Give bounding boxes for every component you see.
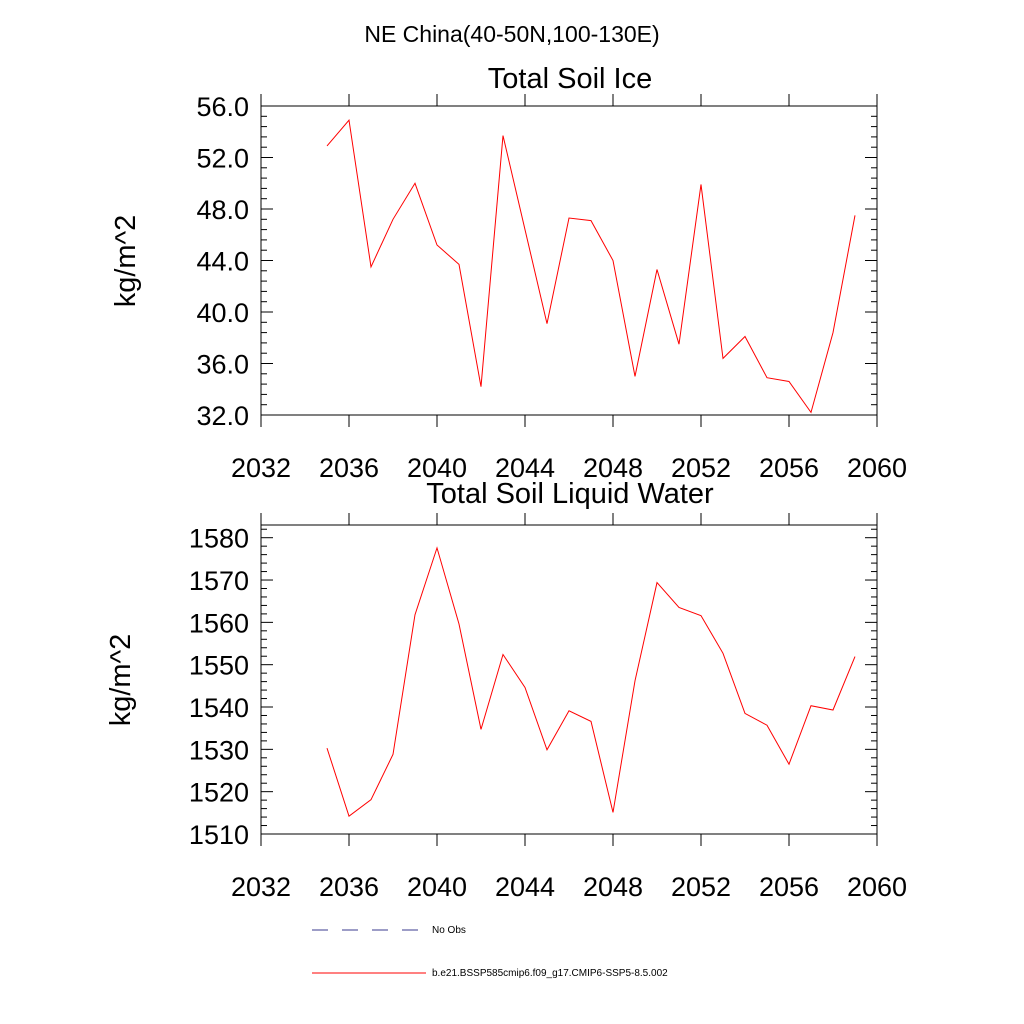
x-tick-label: 2052	[671, 872, 731, 902]
data-point	[766, 376, 768, 378]
data-point	[458, 263, 460, 265]
data-point	[436, 244, 438, 246]
data-point	[370, 799, 372, 801]
y-tick-label: 56.0	[196, 92, 249, 122]
data-point	[370, 266, 372, 268]
data-point	[414, 614, 416, 616]
data-point	[766, 724, 768, 726]
plot-frame	[260, 524, 878, 835]
x-tick-label: 2052	[671, 453, 731, 483]
x-tick-label: 2048	[583, 872, 643, 902]
legend: No Obs b.e21.BSSP585cmip6.f09_g17.CMIP6-…	[312, 925, 668, 979]
data-point	[810, 705, 812, 707]
data-point	[546, 749, 548, 751]
data-point	[700, 614, 702, 616]
panel-total-soil-liquid-water: Total Soil Liquid Water kg/m^2 1510 1520 1…	[105, 478, 907, 902]
y-tick-label: 40.0	[196, 298, 249, 328]
data-point	[480, 728, 482, 730]
data-point	[612, 259, 614, 261]
data-point	[348, 119, 350, 121]
data-point	[678, 343, 680, 345]
data-point	[810, 411, 812, 413]
data-point	[700, 183, 702, 185]
y-tick-label: 52.0	[196, 144, 249, 174]
series-line	[326, 119, 856, 414]
x-tick-label: 2032	[231, 453, 291, 483]
data-point	[392, 753, 394, 755]
x-tick-label: 2060	[847, 453, 907, 483]
x-tick-label: 2044	[495, 453, 555, 483]
data-point	[436, 547, 438, 549]
x-tick-label: 2048	[583, 453, 643, 483]
data-point	[590, 219, 592, 221]
data-point	[502, 653, 504, 655]
data-point	[590, 720, 592, 722]
data-point	[744, 712, 746, 714]
data-point	[458, 623, 460, 625]
data-point	[722, 652, 724, 654]
x-tick-label: 2036	[319, 872, 379, 902]
data-point	[524, 228, 526, 230]
y-tick-label: 1560	[189, 608, 249, 638]
y-axis-label: kg/m^2	[110, 215, 142, 308]
x-tick-label: 2060	[847, 872, 907, 902]
data-point	[524, 686, 526, 688]
data-point	[788, 380, 790, 382]
x-tick-label: 2056	[759, 872, 819, 902]
x-tick-label: 2036	[319, 453, 379, 483]
data-point	[568, 710, 570, 712]
data-point	[656, 581, 658, 583]
data-point	[854, 214, 856, 216]
legend-label-model: b.e21.BSSP585cmip6.f09_g17.CMIP6-SSP5-8.…	[432, 968, 668, 979]
data-point	[832, 331, 834, 333]
x-tick-label: 2040	[407, 872, 467, 902]
panel-total-soil-ice: Total Soil Ice kg/m^2 32.0 36.0 40.0 44.0 48…	[110, 63, 907, 483]
y-tick-label: 1570	[189, 566, 249, 596]
y-tick-label: 1520	[189, 778, 249, 808]
data-point	[502, 134, 504, 136]
series-line	[326, 546, 856, 818]
data-point	[568, 217, 570, 219]
y-axis-label: kg/m^2	[105, 634, 137, 727]
y-tick-label: 48.0	[196, 195, 249, 225]
data-point	[546, 322, 548, 324]
x-tick-label: 2044	[495, 872, 555, 902]
data-point	[634, 375, 636, 377]
x-tick-label: 2032	[231, 872, 291, 902]
y-tick-label: 1530	[189, 735, 249, 765]
y-tick-label: 36.0	[196, 350, 249, 380]
data-point	[480, 385, 482, 387]
x-tick-label: 2056	[759, 453, 819, 483]
data-point	[414, 182, 416, 184]
y-tick-label: 44.0	[196, 247, 249, 277]
data-point	[788, 763, 790, 765]
data-point	[656, 268, 658, 270]
data-point	[612, 811, 614, 813]
y-tick-label: 1550	[189, 651, 249, 681]
data-point	[326, 145, 328, 147]
data-point	[634, 680, 636, 682]
y-tick-label: 1540	[189, 693, 249, 723]
y-tick-label: 1510	[189, 820, 249, 850]
data-point	[854, 655, 856, 657]
data-point	[392, 218, 394, 220]
panel-title: Total Soil Ice	[488, 63, 652, 95]
legend-label-no-obs: No Obs	[432, 925, 466, 936]
data-point	[678, 606, 680, 608]
x-tick-label: 2040	[407, 453, 467, 483]
figure-title: NE China(40-50N,100-130E)	[364, 21, 659, 47]
data-point	[744, 335, 746, 337]
data-point	[326, 747, 328, 749]
panel-title: Total Soil Liquid Water	[426, 478, 714, 510]
data-point	[348, 815, 350, 817]
y-tick-label: 32.0	[196, 401, 249, 431]
data-point	[832, 709, 834, 711]
y-tick-label: 1580	[189, 524, 249, 554]
data-point	[722, 357, 724, 359]
